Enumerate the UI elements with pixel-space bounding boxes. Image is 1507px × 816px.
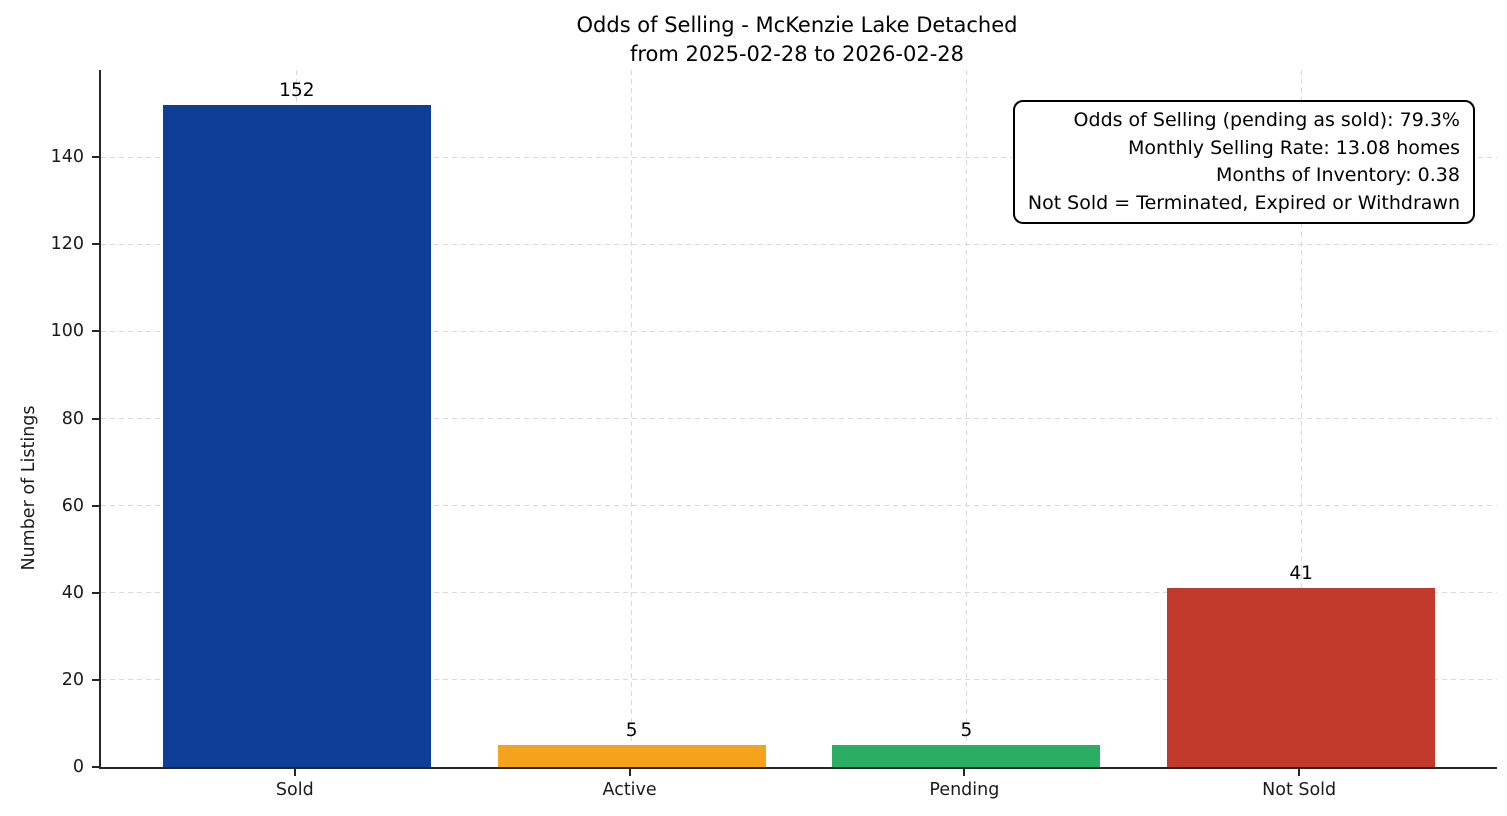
x-gridline-not-sold xyxy=(1300,70,1302,767)
chart-title-block: Odds of Selling - McKenzie Lake Detached… xyxy=(99,11,1495,69)
x-gridline-pending xyxy=(965,70,967,767)
chart-title: Odds of Selling - McKenzie Lake Detached xyxy=(576,13,1018,37)
plot-area: 152 5 5 41 Number of Listings Odds of Selli… xyxy=(19,70,1497,769)
x-tick-mark-sold xyxy=(293,769,296,776)
y-gridline-20 xyxy=(101,679,1497,681)
y-gridline-100 xyxy=(101,330,1497,332)
y-tick-label-20: 20 xyxy=(61,669,84,690)
y-tick-mark-60 xyxy=(92,504,99,507)
x-tick-label-not-sold: Not Sold xyxy=(1262,780,1337,800)
x-gridline-active xyxy=(631,70,633,767)
x-tick-label-sold: Sold xyxy=(275,780,314,800)
chart-subtitle: from 2025-02-28 to 2026-02-28 xyxy=(629,42,965,66)
y-tick-mark-20 xyxy=(92,678,99,681)
annotation-line-odds: Odds of Selling (pending as sold): 79.3% xyxy=(1073,109,1460,131)
y-tick-mark-0 xyxy=(92,766,99,768)
bar-value-label-pending: 5 xyxy=(960,720,973,742)
y-tick-label-80: 80 xyxy=(61,408,84,429)
x-tick-mark-active xyxy=(628,769,631,776)
bar-value-label-sold: 152 xyxy=(279,79,315,101)
y-tick-mark-140 xyxy=(92,156,99,159)
y-tick-mark-40 xyxy=(92,591,99,594)
stats-annotation-box: Odds of Selling (pending as sold): 79.3%… xyxy=(1012,100,1475,224)
x-tick-label-active: Active xyxy=(602,780,657,800)
x-tick-label-pending: Pending xyxy=(929,780,1000,800)
y-tick-label-100: 100 xyxy=(50,321,84,342)
y-tick-label-40: 40 xyxy=(61,582,84,603)
y-tick-mark-80 xyxy=(92,417,99,420)
annotation-line-monthly-rate: Monthly Selling Rate: 13.08 homes xyxy=(1127,136,1460,159)
x-tick-mark-not-sold xyxy=(1298,769,1301,776)
bar-not-sold xyxy=(1167,588,1436,767)
y-gridline-60 xyxy=(101,505,1497,507)
y-tick-mark-120 xyxy=(92,243,99,246)
y-gridline-140 xyxy=(101,156,1497,158)
annotation-line-inventory: Months of Inventory: 0.38 xyxy=(1216,164,1460,186)
bar-active xyxy=(497,745,766,767)
annotation-line-notsold-def: Not Sold = Terminated, Expired or Withdr… xyxy=(1027,191,1460,214)
y-tick-label-140: 140 xyxy=(50,147,84,168)
bar-sold xyxy=(162,104,431,767)
y-tick-label-60: 60 xyxy=(61,495,84,516)
bar-value-label-active: 5 xyxy=(625,720,638,742)
y-gridline-80 xyxy=(101,418,1497,419)
x-tick-mark-pending xyxy=(963,769,966,776)
y-gridline-40 xyxy=(101,592,1497,594)
y-tick-label-120: 120 xyxy=(50,234,84,255)
y-tick-mark-100 xyxy=(92,330,99,333)
y-gridline-120 xyxy=(101,243,1497,245)
y-axis-label: Number of Listings xyxy=(19,405,39,571)
bar-value-label-not-sold: 41 xyxy=(1289,563,1313,585)
bar-pending xyxy=(832,745,1101,767)
y-tick-label-0: 0 xyxy=(72,757,84,777)
